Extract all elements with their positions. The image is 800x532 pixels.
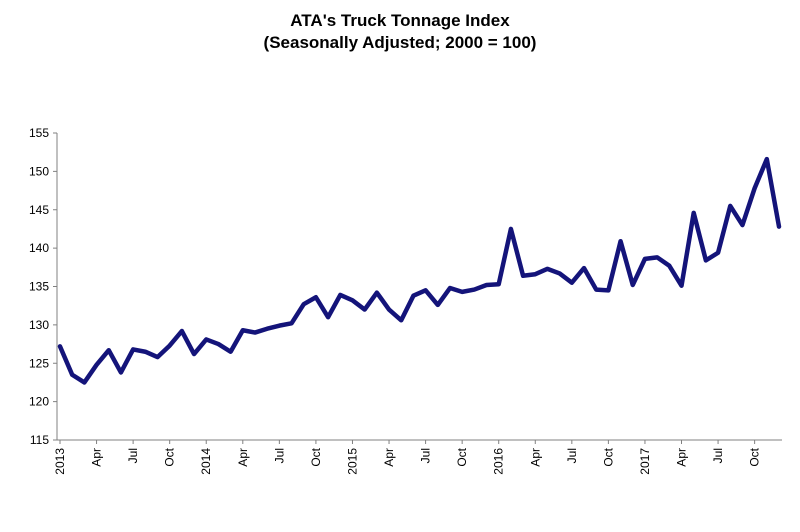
y-tick-label: 155: [29, 126, 49, 140]
x-tick-label: Apr: [236, 448, 250, 467]
y-tick-label: 115: [30, 433, 49, 447]
y-tick-label: 125: [29, 356, 49, 370]
x-tick-label: Oct: [455, 447, 469, 466]
x-tick-label: 2013: [53, 448, 67, 475]
y-tick-label: 135: [29, 280, 49, 294]
y-tick-label: 140: [29, 241, 49, 255]
x-tick-label: Apr: [90, 448, 104, 467]
x-tick-label: 2017: [638, 448, 652, 475]
y-tick-label: 120: [29, 395, 49, 409]
x-tick-label: Jul: [419, 448, 433, 463]
x-tick-label: 2014: [199, 448, 213, 475]
chart-title: ATA's Truck Tonnage Index: [290, 11, 510, 30]
x-tick-label: Apr: [528, 448, 542, 467]
x-tick-label: Jul: [565, 448, 579, 463]
y-tick-label: 130: [29, 318, 49, 332]
y-tick-label: 145: [29, 203, 49, 217]
x-tick-label: 2016: [492, 448, 506, 475]
x-tick-label: Apr: [675, 448, 689, 467]
chart-subtitle: (Seasonally Adjusted; 2000 = 100): [264, 33, 537, 52]
data-line: [57, 156, 782, 385]
x-tick-label: Oct: [163, 447, 177, 466]
x-tick-label: Jul: [126, 448, 140, 463]
y-tick-label: 150: [29, 164, 49, 178]
x-tick-label: Apr: [382, 448, 396, 467]
x-tick-label: Jul: [272, 448, 286, 463]
x-tick-label: Oct: [748, 447, 762, 466]
x-tick-label: Jul: [711, 448, 725, 463]
x-tick-label: Oct: [309, 447, 323, 466]
x-tick-label: 2015: [345, 448, 359, 475]
x-tick-label: Oct: [601, 447, 615, 466]
